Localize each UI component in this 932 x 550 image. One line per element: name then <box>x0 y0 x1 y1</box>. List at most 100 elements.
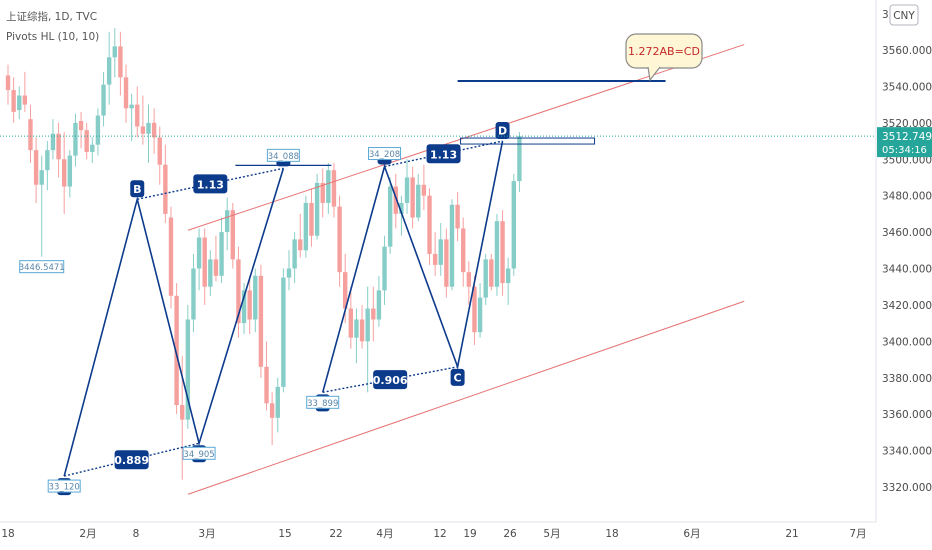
candle-body <box>326 170 331 203</box>
last-price-box <box>877 127 932 158</box>
currency-badge-label: CNY <box>893 10 915 22</box>
candle-body <box>146 122 151 134</box>
pattern-point-b[interactable]: B <box>130 180 145 198</box>
candle-body <box>483 259 488 298</box>
candle-body <box>314 182 320 236</box>
ratio-box <box>114 450 149 470</box>
candle-body <box>208 259 213 287</box>
candle-body <box>84 130 89 152</box>
candle-body <box>90 144 95 152</box>
point-label: C <box>454 371 462 384</box>
candle-body <box>466 272 472 287</box>
candle <box>230 202 235 269</box>
candle-body <box>118 46 123 78</box>
candle <box>500 210 505 296</box>
candle <box>269 392 275 446</box>
candle <box>438 222 443 276</box>
candle-body <box>33 150 39 185</box>
pattern-point-d[interactable]: D <box>495 122 510 140</box>
candle <box>163 144 168 223</box>
y-tick-label: 3500.0000 <box>882 154 932 166</box>
fib-ratio-label[interactable]: 1.13 <box>426 144 461 164</box>
candle-body <box>106 57 112 85</box>
candle <box>320 168 325 218</box>
candle <box>483 253 488 305</box>
ratio-box <box>373 370 408 390</box>
x-tick-label: 8 <box>133 528 140 540</box>
candle <box>168 206 174 309</box>
pivot-price-tag: 34_088 <box>266 148 300 162</box>
candle-body <box>202 237 207 287</box>
x-tick-label: 7月 <box>849 528 866 540</box>
channel-lower-line[interactable] <box>187 300 745 495</box>
abcd-pattern-line[interactable] <box>63 168 285 477</box>
candle <box>399 195 404 236</box>
candle <box>309 188 314 247</box>
candle-body <box>343 272 348 309</box>
y-tick-label: 3420.0000 <box>882 300 932 312</box>
candle <box>387 177 393 254</box>
candle-body <box>95 115 101 145</box>
candle <box>90 137 95 163</box>
candle-body <box>258 275 264 367</box>
target-callout[interactable]: 1.272AB=CD <box>625 33 703 82</box>
legend-indicator[interactable]: Pivots HL (10, 10) <box>6 31 99 43</box>
candle <box>348 286 354 349</box>
x-tick-label: 21 <box>785 528 798 540</box>
candle <box>281 268 286 393</box>
candle-body <box>477 297 483 333</box>
fib-ratio-label[interactable]: 0.889 <box>114 450 149 470</box>
candle <box>118 31 123 96</box>
candle-body <box>163 164 168 214</box>
candle-body <box>444 239 449 287</box>
pivot-low-tag: 3446.5471 <box>19 260 65 274</box>
price-tag-box <box>182 446 216 460</box>
candle-body <box>505 268 511 284</box>
candle-body <box>404 177 410 203</box>
legend-symbol[interactable]: 上证综指, 1D, TVC <box>6 10 97 23</box>
last-price-tag[interactable]: 3512.7491 05:34:16 <box>877 127 932 158</box>
candle-body <box>73 122 78 156</box>
candle <box>427 188 432 265</box>
candle-body <box>354 319 359 338</box>
candle <box>11 77 16 123</box>
candle <box>258 264 264 378</box>
pattern-point-c[interactable]: C <box>450 368 465 386</box>
candle <box>393 173 398 229</box>
price-tag-text: 34_088 <box>268 152 299 162</box>
candle-body <box>230 210 235 260</box>
point-marker-box <box>495 122 510 140</box>
candle <box>106 31 112 105</box>
d-zone-box[interactable] <box>460 137 596 145</box>
last-price-value: 3512.7491 <box>882 131 932 143</box>
candle <box>135 86 140 138</box>
fib-ratio-label[interactable]: 1.13 <box>193 174 228 194</box>
candle <box>511 173 516 276</box>
candle <box>331 162 337 218</box>
fib-ratio-label[interactable]: 0.906 <box>373 370 408 390</box>
candle-body <box>382 246 387 291</box>
candle-body <box>157 137 162 165</box>
candle <box>28 104 33 163</box>
currency-badge[interactable]: CNY <box>889 4 919 26</box>
candle-body <box>320 182 325 203</box>
candle-body <box>387 186 393 247</box>
pivot-price-tag: 34_208 <box>368 147 402 161</box>
bd-ratio-connector <box>137 167 284 200</box>
x-tick-label: 18 <box>1 528 14 540</box>
ratio-box <box>193 174 228 194</box>
x-tick-label: 5月 <box>543 528 560 540</box>
y-tick-label: 3520.0000 <box>882 118 932 130</box>
candle <box>371 286 376 342</box>
pivot-low-box <box>19 260 65 274</box>
price-axis[interactable]: 3320.0000 3340.0000 3360.0000 3380.0000 3400… <box>877 9 932 494</box>
abcd-pattern-line[interactable] <box>321 140 504 393</box>
candle-body <box>264 366 269 404</box>
time-axis[interactable]: 18 2月 8 3月 15 22 4月 12 19 26 5月 18 6月 21 7月 <box>1 528 866 540</box>
candle-body <box>376 290 382 320</box>
candle <box>298 213 303 258</box>
candle <box>404 159 410 214</box>
